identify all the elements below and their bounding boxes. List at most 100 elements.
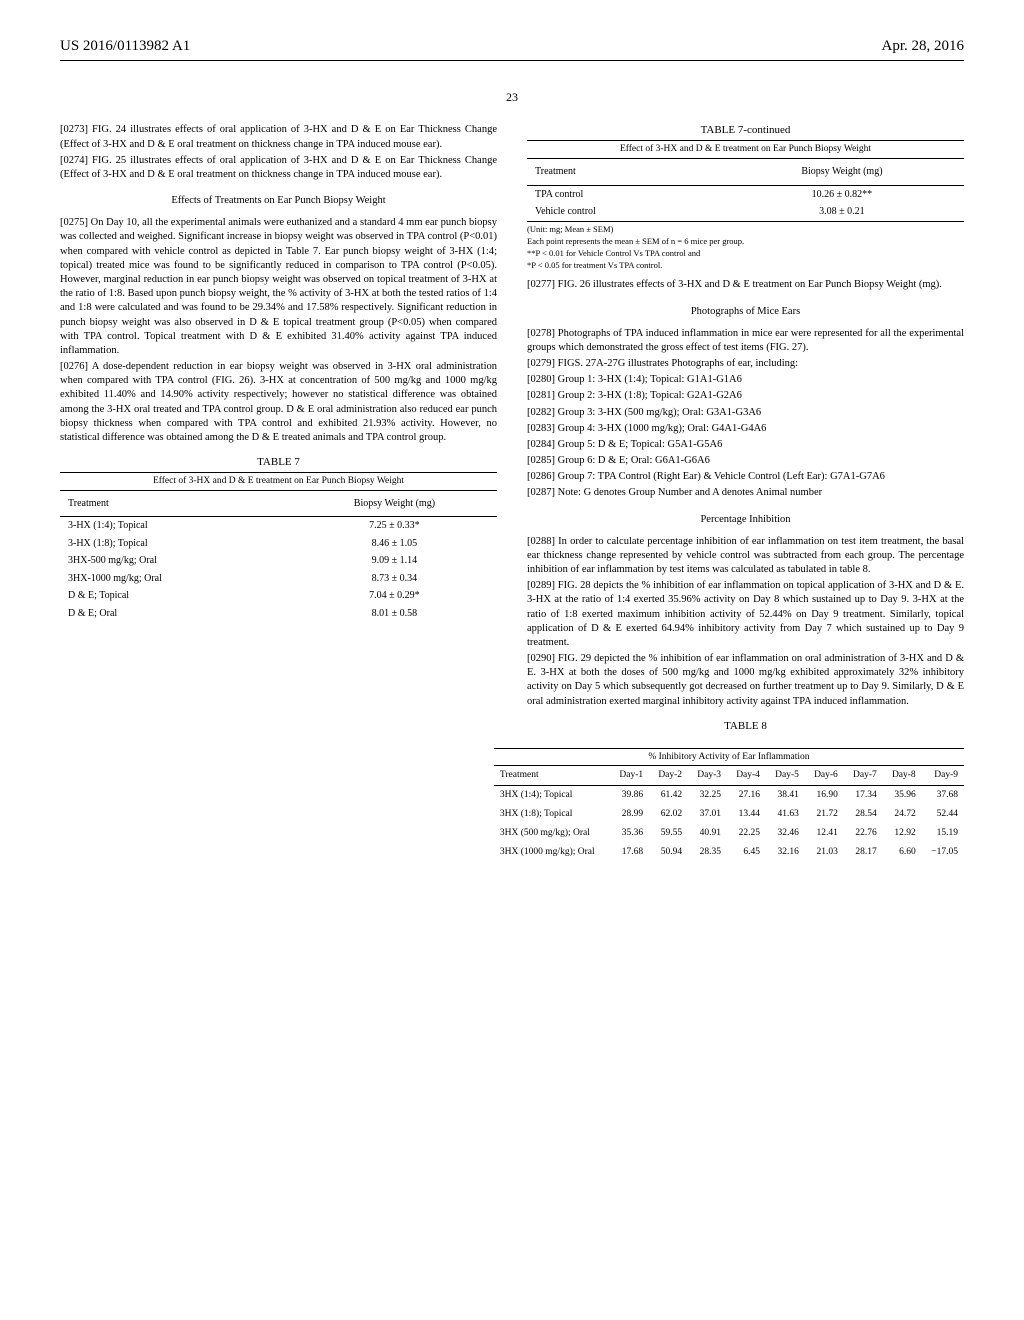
section-biopsy: Effects of Treatments on Ear Punch Biops… bbox=[60, 194, 497, 208]
table7-title: TABLE 7 bbox=[60, 455, 497, 470]
t7-r0-t: 3-HX (1:4); Topical bbox=[60, 517, 292, 535]
t8-r0-d7: 35.96 bbox=[883, 786, 922, 805]
t8-r2-d3: 22.25 bbox=[727, 824, 766, 843]
table8-subtitle: % Inhibitory Activity of Ear Inflammatio… bbox=[494, 748, 964, 767]
t7-r2-v: 9.09 ± 1.14 bbox=[292, 552, 497, 570]
t7c-r1-v: 3.08 ± 0.21 bbox=[720, 203, 964, 221]
t8-r0-d5: 16.90 bbox=[805, 786, 844, 805]
t7c-r0-v: 10.26 ± 0.82** bbox=[720, 185, 964, 203]
t7-r3-t: 3HX-1000 mg/kg; Oral bbox=[60, 570, 292, 588]
t8-h6: Day-6 bbox=[805, 766, 844, 785]
t8-h9: Day-9 bbox=[922, 766, 964, 785]
t7c-r1-t: Vehicle control bbox=[527, 203, 720, 221]
para-0286: [0286] Group 7: TPA Control (Right Ear) … bbox=[527, 470, 964, 484]
section-photos: Photographs of Mice Ears bbox=[527, 305, 964, 319]
table7-subtitle: Effect of 3-HX and D & E treatment on Ea… bbox=[60, 472, 497, 491]
t8-r3-d0: 17.68 bbox=[610, 843, 649, 862]
para-0289: [0289] FIG. 28 depicts the % inhibition … bbox=[527, 579, 964, 650]
table7c-title: TABLE 7-continued bbox=[527, 123, 964, 138]
t7c-fn3: **P < 0.01 for Vehicle Control Vs TPA co… bbox=[527, 248, 964, 258]
t8-h8: Day-8 bbox=[883, 766, 922, 785]
t8-r2-d8: 15.19 bbox=[922, 824, 964, 843]
t8-r1-d3: 13.44 bbox=[727, 805, 766, 824]
t8-r0-d0: 39.86 bbox=[610, 786, 649, 805]
t8-h1: Day-1 bbox=[610, 766, 649, 785]
t8-r1-d1: 62.02 bbox=[649, 805, 688, 824]
t8-r3-d2: 28.35 bbox=[688, 843, 727, 862]
t7c-fn4: *P < 0.05 for treatment Vs TPA control. bbox=[527, 260, 964, 270]
t7-r0-v: 7.25 ± 0.33* bbox=[292, 517, 497, 535]
left-column: [0273] FIG. 24 illustrates effects of or… bbox=[60, 123, 497, 735]
table7-continued: Treatment Biopsy Weight (mg) TPA control… bbox=[527, 163, 964, 222]
t8-r0-d6: 17.34 bbox=[844, 786, 883, 805]
t8-r3-t: 3HX (1000 mg/kg); Oral bbox=[494, 843, 610, 862]
para-0278: [0278] Photographs of TPA induced inflam… bbox=[527, 327, 964, 355]
t8-r0-d3: 27.16 bbox=[727, 786, 766, 805]
table7: Treatment Biopsy Weight (mg) 3-HX (1:4);… bbox=[60, 495, 497, 623]
table8-wrap: % Inhibitory Activity of Ear Inflammatio… bbox=[60, 748, 964, 862]
t7c-fn2: Each point represents the mean ± SEM of … bbox=[527, 236, 964, 246]
t7-r5-v: 8.01 ± 0.58 bbox=[292, 605, 497, 623]
t8-h5: Day-5 bbox=[766, 766, 805, 785]
table7-col1: Treatment bbox=[60, 495, 292, 517]
t8-r2-d0: 35.36 bbox=[610, 824, 649, 843]
t8-r1-d6: 28.54 bbox=[844, 805, 883, 824]
t8-r3-d4: 32.16 bbox=[766, 843, 805, 862]
t8-r1-d8: 52.44 bbox=[922, 805, 964, 824]
section-pct: Percentage Inhibition bbox=[527, 513, 964, 527]
t8-r3-d5: 21.03 bbox=[805, 843, 844, 862]
t7-r4-t: D & E; Topical bbox=[60, 587, 292, 605]
t7-r1-t: 3-HX (1:8); Topical bbox=[60, 535, 292, 553]
t7-r5-t: D & E; Oral bbox=[60, 605, 292, 623]
t7c-fn1: (Unit: mg; Mean ± SEM) bbox=[527, 224, 964, 234]
t8-r1-d0: 28.99 bbox=[610, 805, 649, 824]
para-0287: [0287] Note: G denotes Group Number and … bbox=[527, 486, 964, 500]
page-number: 23 bbox=[60, 89, 964, 105]
t8-r1-d4: 41.63 bbox=[766, 805, 805, 824]
t8-r0-d8: 37.68 bbox=[922, 786, 964, 805]
t8-r3-d1: 50.94 bbox=[649, 843, 688, 862]
t8-r1-d7: 24.72 bbox=[883, 805, 922, 824]
t7c-col1: Treatment bbox=[527, 163, 720, 185]
t8-r3-d8: −17.05 bbox=[922, 843, 964, 862]
t8-h7: Day-7 bbox=[844, 766, 883, 785]
para-0283: [0283] Group 4: 3-HX (1000 mg/kg); Oral:… bbox=[527, 422, 964, 436]
t8-r3-d6: 28.17 bbox=[844, 843, 883, 862]
t7-r3-v: 8.73 ± 0.34 bbox=[292, 570, 497, 588]
para-0273: [0273] FIG. 24 illustrates effects of or… bbox=[60, 123, 497, 151]
t8-r2-t: 3HX (500 mg/kg); Oral bbox=[494, 824, 610, 843]
t7-r2-t: 3HX-500 mg/kg; Oral bbox=[60, 552, 292, 570]
t8-r0-d1: 61.42 bbox=[649, 786, 688, 805]
para-0285: [0285] Group 6: D & E; Oral: G6A1-G6A6 bbox=[527, 454, 964, 468]
para-0280: [0280] Group 1: 3-HX (1:4); Topical: G1A… bbox=[527, 373, 964, 387]
para-0275: [0275] On Day 10, all the experimental a… bbox=[60, 216, 497, 358]
t8-r2-d6: 22.76 bbox=[844, 824, 883, 843]
para-0279: [0279] FIGS. 27A-27G illustrates Photogr… bbox=[527, 357, 964, 371]
para-0276: [0276] A dose-dependent reduction in ear… bbox=[60, 360, 497, 445]
t8-r2-d7: 12.92 bbox=[883, 824, 922, 843]
para-0277: [0277] FIG. 26 illustrates effects of 3-… bbox=[527, 278, 964, 292]
table8: Treatment Day-1 Day-2 Day-3 Day-4 Day-5 … bbox=[494, 766, 964, 861]
para-0281: [0281] Group 2: 3-HX (1:8); Topical: G2A… bbox=[527, 389, 964, 403]
t8-r2-d2: 40.91 bbox=[688, 824, 727, 843]
table8-title: TABLE 8 bbox=[527, 719, 964, 734]
t8-r2-d1: 59.55 bbox=[649, 824, 688, 843]
pub-date: Apr. 28, 2016 bbox=[882, 36, 965, 56]
t8-r2-d5: 12.41 bbox=[805, 824, 844, 843]
t8-r0-d2: 32.25 bbox=[688, 786, 727, 805]
t8-r1-t: 3HX (1:8); Topical bbox=[494, 805, 610, 824]
para-0284: [0284] Group 5: D & E; Topical: G5A1-G5A… bbox=[527, 438, 964, 452]
pub-number: US 2016/0113982 A1 bbox=[60, 36, 190, 56]
t7-r1-v: 8.46 ± 1.05 bbox=[292, 535, 497, 553]
t8-r0-t: 3HX (1:4); Topical bbox=[494, 786, 610, 805]
para-0290: [0290] FIG. 29 depicted the % inhibition… bbox=[527, 652, 964, 709]
t7c-r0-t: TPA control bbox=[527, 185, 720, 203]
page-header: US 2016/0113982 A1 Apr. 28, 2016 bbox=[60, 36, 964, 61]
t8-r1-d2: 37.01 bbox=[688, 805, 727, 824]
t7c-col2: Biopsy Weight (mg) bbox=[720, 163, 964, 185]
t8-r2-d4: 32.46 bbox=[766, 824, 805, 843]
table7c-subtitle: Effect of 3-HX and D & E treatment on Ea… bbox=[527, 140, 964, 159]
para-0282: [0282] Group 3: 3-HX (500 mg/kg); Oral: … bbox=[527, 406, 964, 420]
t8-h3: Day-3 bbox=[688, 766, 727, 785]
t8-h0: Treatment bbox=[494, 766, 610, 785]
